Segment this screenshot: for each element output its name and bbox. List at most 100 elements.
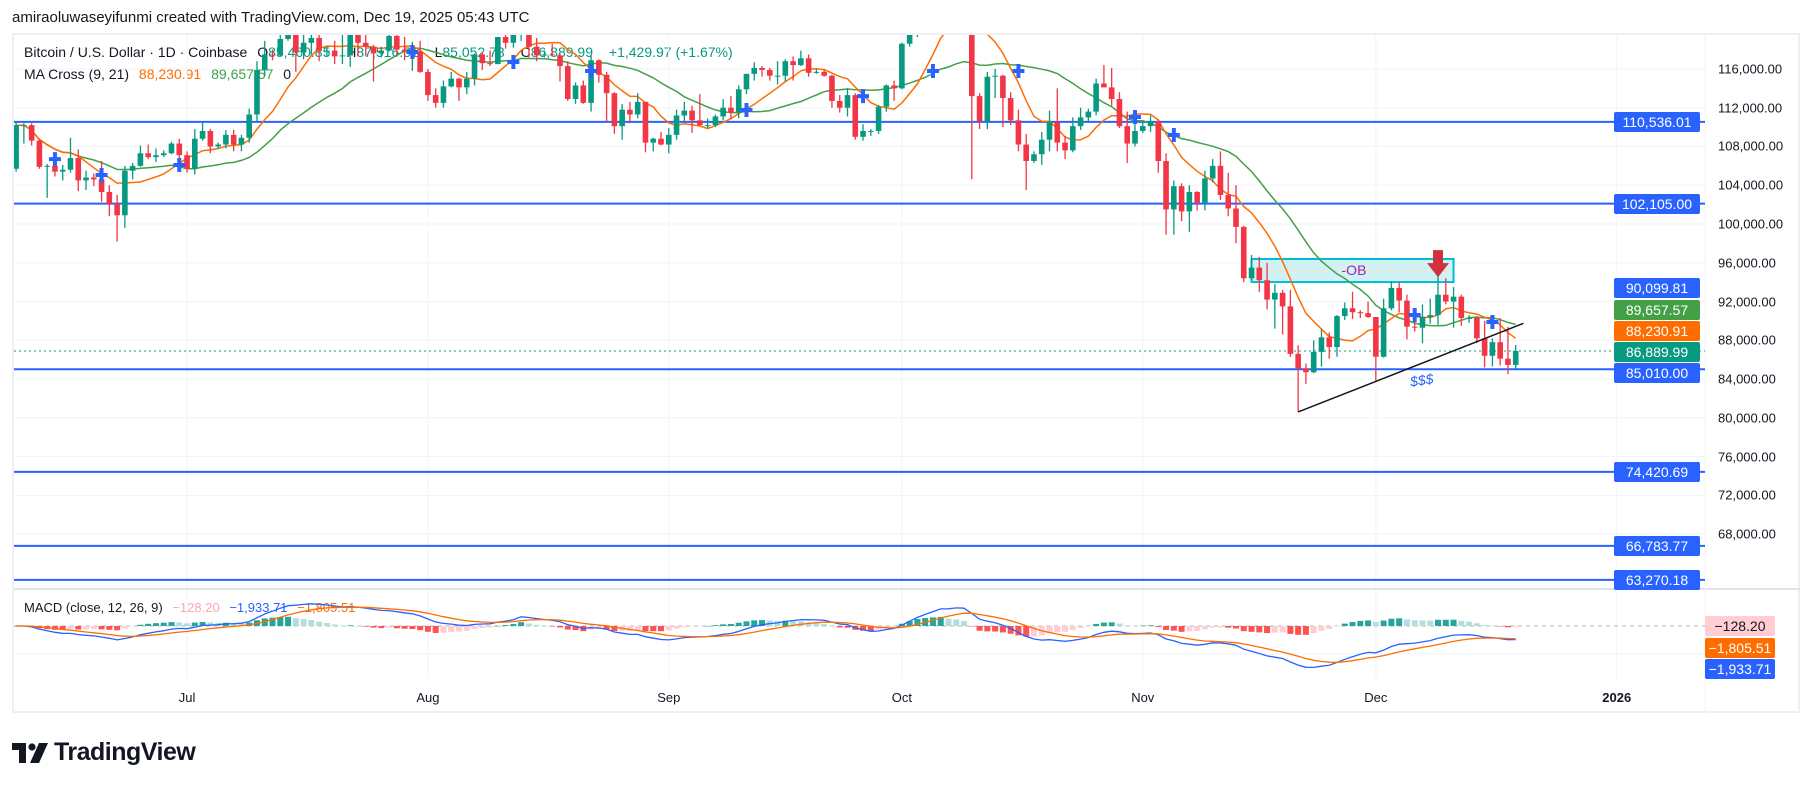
macd-histogram-bar bbox=[844, 626, 851, 628]
macd-histogram-bar bbox=[494, 625, 501, 627]
ma-cross-marker bbox=[1408, 307, 1421, 322]
macd-histogram-bar bbox=[300, 619, 307, 626]
ma-slow-price-tag: 89,657.57 bbox=[1614, 300, 1700, 320]
candle-body bbox=[160, 153, 167, 156]
candle-body bbox=[526, 35, 532, 47]
candle-body bbox=[1147, 121, 1154, 127]
macd-histogram-bar bbox=[463, 626, 470, 631]
macd-title[interactable]: MACD (close, 12, 26, 9) bbox=[24, 600, 163, 615]
ma-9-line bbox=[16, 35, 1517, 342]
price-tick-label: 100,000.00 bbox=[1718, 216, 1784, 232]
candle-body bbox=[697, 120, 703, 126]
candle-body bbox=[1458, 296, 1465, 318]
time-axis-label: Oct bbox=[891, 690, 912, 705]
candle-body bbox=[766, 69, 773, 76]
macd-histogram-bar bbox=[1473, 623, 1480, 626]
candle-body bbox=[192, 138, 198, 169]
macd-histogram-bar bbox=[743, 621, 750, 626]
macd-histogram-bar bbox=[961, 621, 968, 626]
macd-histogram-bar bbox=[525, 623, 532, 626]
candle-body bbox=[1163, 161, 1169, 210]
time-axis-label: 2026 bbox=[1602, 690, 1632, 705]
macd-histogram-bar bbox=[448, 626, 455, 632]
candle-body bbox=[1031, 154, 1037, 162]
macd-histogram-bar bbox=[735, 622, 742, 626]
price-tick-label: 92,000.00 bbox=[1718, 294, 1776, 310]
candle-body bbox=[176, 143, 183, 156]
ma-cross-marker bbox=[95, 167, 108, 182]
change-value: +1,429.97 (+1.67%) bbox=[608, 44, 733, 60]
macd-histogram-bar bbox=[83, 626, 90, 630]
candle-body bbox=[417, 51, 423, 72]
candle-body bbox=[1093, 83, 1099, 112]
candle-body bbox=[370, 46, 377, 54]
macd-histogram-bar bbox=[1341, 623, 1348, 626]
macd-histogram-bar bbox=[1023, 626, 1030, 637]
macd-histogram-bar bbox=[1497, 626, 1504, 627]
macd-histogram-bar bbox=[1287, 626, 1294, 634]
candle-body bbox=[1202, 178, 1208, 203]
price-tick-label: 96,000.00 bbox=[1718, 255, 1776, 271]
macd-histogram-bar bbox=[1100, 622, 1107, 626]
candle-body bbox=[254, 69, 260, 115]
macd-histogram-bar bbox=[1240, 626, 1247, 632]
candle-body bbox=[463, 78, 470, 88]
candle-body bbox=[821, 71, 827, 76]
macd-histogram-bar bbox=[1007, 626, 1014, 634]
candle-body bbox=[984, 76, 991, 122]
candle-body bbox=[1023, 144, 1029, 162]
macd-histogram-bar bbox=[1264, 626, 1271, 634]
ma-cross-marker bbox=[740, 103, 753, 118]
macd-histogram-bar bbox=[1124, 625, 1131, 626]
candle-body bbox=[611, 93, 618, 127]
candle-body bbox=[129, 165, 136, 171]
macd-histogram-bar bbox=[720, 624, 727, 626]
ascending-trendline bbox=[1297, 322, 1524, 413]
candle-body bbox=[1279, 292, 1286, 307]
candle-body bbox=[1070, 126, 1076, 151]
macd-histogram-bar bbox=[1225, 626, 1232, 628]
candle-body bbox=[922, 7, 928, 8]
candle-body bbox=[223, 134, 229, 145]
macd-histogram-bar bbox=[168, 622, 175, 626]
symbol-title[interactable]: Bitcoin / U.S. Dollar · 1D · Coinbase bbox=[24, 44, 248, 60]
candle-body bbox=[1007, 98, 1014, 121]
candle-body bbox=[425, 71, 431, 96]
macd-histogram-bar bbox=[953, 619, 960, 626]
macd-histogram-bar bbox=[751, 620, 758, 626]
macd-histogram-bar bbox=[883, 626, 890, 628]
candle-body bbox=[603, 74, 610, 94]
macd-histogram-bar bbox=[658, 626, 665, 632]
macd-histogram-bar bbox=[968, 626, 975, 627]
candle-body bbox=[627, 109, 633, 115]
macd-histogram-bar bbox=[98, 626, 105, 630]
open-label: O bbox=[257, 44, 269, 60]
price-tick-label: 72,000.00 bbox=[1718, 487, 1776, 503]
macd-histogram-bar bbox=[370, 626, 377, 628]
candle-body bbox=[83, 177, 89, 181]
macd-histogram-bar bbox=[1077, 626, 1084, 629]
ma-cross-title[interactable]: MA Cross (9, 21) bbox=[24, 66, 130, 82]
chart-attribution: amiraoluwaseyifunmi created with Trading… bbox=[12, 9, 530, 26]
macd-histogram-bar bbox=[1504, 626, 1511, 628]
candle-body bbox=[541, 54, 548, 56]
candle-body bbox=[1427, 315, 1434, 318]
macd-histogram-bar bbox=[1419, 620, 1426, 626]
macd-histogram-bar bbox=[277, 616, 284, 626]
macd-histogram-bar bbox=[976, 626, 983, 631]
macd-histogram-bar bbox=[1085, 626, 1092, 627]
macd-histogram-bar bbox=[836, 626, 843, 628]
candle-body bbox=[1365, 313, 1371, 318]
macd-histogram-bar bbox=[292, 618, 299, 626]
candle-body bbox=[1435, 294, 1441, 316]
last-price-tag: 86,889.99 bbox=[1614, 342, 1700, 362]
candle-body bbox=[28, 125, 35, 141]
candle-body bbox=[1357, 312, 1364, 314]
tradingview-logo[interactable]: TradingView bbox=[12, 738, 196, 767]
candle-body bbox=[75, 158, 82, 181]
macd-histogram-bar bbox=[354, 625, 361, 627]
macd-histogram-bar bbox=[1372, 621, 1379, 626]
candle-body bbox=[728, 107, 734, 113]
macd-histogram-bar bbox=[1388, 618, 1395, 626]
